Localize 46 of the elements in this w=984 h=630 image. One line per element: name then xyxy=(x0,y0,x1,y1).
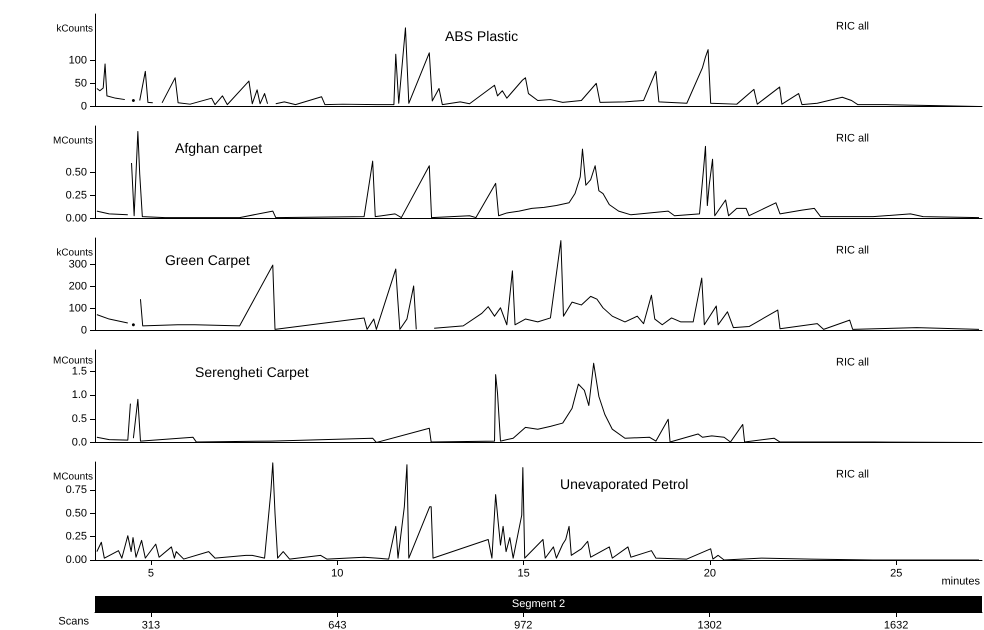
x2-tick-label: 643 xyxy=(328,620,347,630)
y-axis-title: kCounts xyxy=(56,24,93,34)
text: Afghan carpet xyxy=(175,140,262,156)
y-tick-label: 0.50 xyxy=(66,507,87,520)
y-tick-label: 0 xyxy=(80,324,87,336)
y-tick-label: 0.75 xyxy=(66,484,87,496)
y-tick-label: 300 xyxy=(68,258,87,270)
annotation: RIC all xyxy=(836,244,870,256)
y-tick-label: 200 xyxy=(68,280,87,292)
y-tick-label: 1.0 xyxy=(72,389,87,402)
y-axis-title: kCounts xyxy=(56,248,93,258)
x-tick-label: 25 xyxy=(890,568,902,580)
x2-tick-label: 1632 xyxy=(884,620,908,630)
text: Green Carpet xyxy=(165,252,250,268)
y-tick-label: 0 xyxy=(80,100,87,112)
y-axis-title: MCounts xyxy=(52,136,93,146)
y-tick-label: 0.00 xyxy=(66,554,87,566)
y-tick-label: 0.50 xyxy=(66,166,87,178)
x2-axis-title: Scans xyxy=(58,616,90,628)
y-axis-title: MCounts xyxy=(52,472,93,482)
text: Serengheti Carpet xyxy=(195,364,309,380)
y-tick-label: 0.5 xyxy=(72,412,87,425)
y-tick-label: 0.25 xyxy=(66,189,87,202)
x2-tick-label: 1302 xyxy=(697,620,722,630)
annotation: RIC all xyxy=(836,132,870,144)
y-tick-label: 100 xyxy=(68,302,87,314)
y-axis-title: MCounts xyxy=(52,355,93,366)
y-tick-label: 1.5 xyxy=(72,365,87,378)
y-tick-label: 100 xyxy=(68,54,87,66)
x-tick-label: 5 xyxy=(148,568,154,580)
text: Unevaporated Petrol xyxy=(560,476,688,492)
text: ABS Plastic xyxy=(445,28,518,44)
annotation: RIC all xyxy=(836,468,870,480)
x-tick-label: 10 xyxy=(331,568,344,580)
x-tick-label: 20 xyxy=(704,568,716,580)
annotation: RIC all xyxy=(836,356,870,368)
x2-tick-label: 972 xyxy=(514,620,532,630)
y-tick-label: 0.25 xyxy=(66,530,87,543)
x-axis-title: minutes xyxy=(941,576,980,588)
x-tick-label: 15 xyxy=(517,568,530,580)
y-tick-label: 0.0 xyxy=(72,436,87,448)
y-tick-label: 50 xyxy=(74,77,87,90)
segment-banner: Segment 2 xyxy=(95,596,982,612)
x2-tick-label: 313 xyxy=(142,620,160,630)
annotation: RIC all xyxy=(836,20,870,32)
y-tick-label: 0.00 xyxy=(66,212,87,224)
